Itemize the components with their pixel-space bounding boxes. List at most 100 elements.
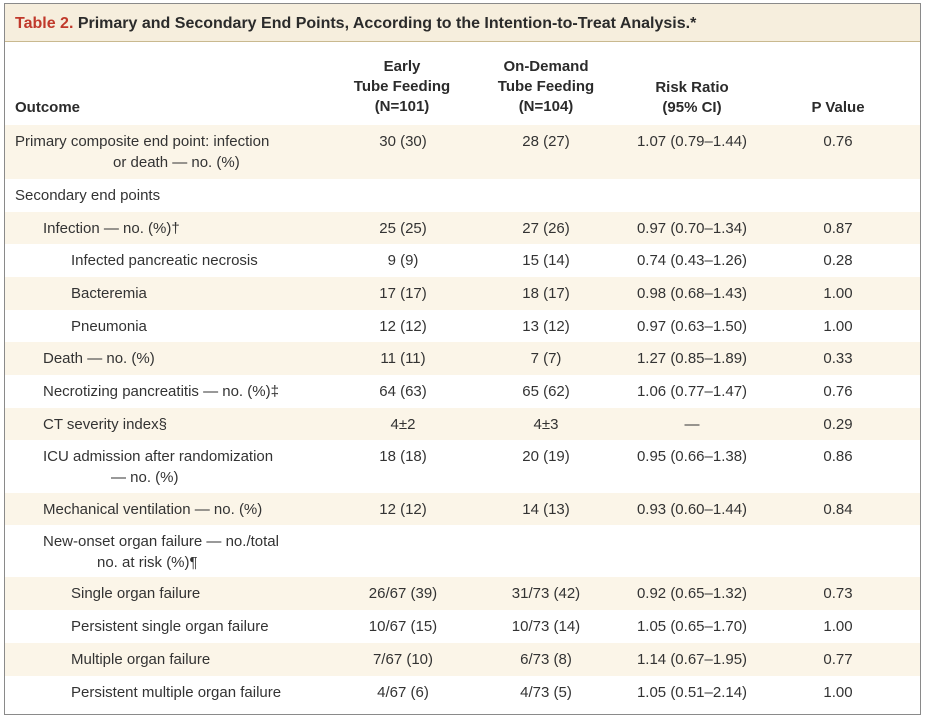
row-outcome: Pneumonia [71, 316, 147, 337]
cell-risk-ratio: 0.74 (0.43–1.26) [636, 252, 748, 269]
cell-early: 17 (17) [379, 285, 427, 302]
outcome-line: Infection — no. (%)† [43, 220, 180, 237]
row-outcome: New-onset organ failure — no./total no. a… [43, 531, 279, 573]
cell-p-value: 0.76 [823, 383, 853, 400]
cell-early: 9 (9) [387, 252, 419, 269]
cell-ondemand: 28 (27) [522, 133, 570, 150]
row-outcome: Mechanical ventilation — no. (%) [43, 499, 262, 520]
table-row: Single organ failure 26/67 (39) 31/73 (42)… [5, 577, 920, 610]
header-rr-line1: Risk Ratio [655, 79, 729, 96]
cell-p-value: 0.33 [823, 350, 853, 367]
cell-ondemand: 6/73 (8) [520, 651, 572, 668]
outcome-line: Infected pancreatic necrosis [71, 252, 258, 269]
header-ondemand-line2: Tube Feeding [497, 78, 595, 95]
cell-early: 4/67 (6) [377, 684, 429, 701]
row-outcome: Bacteremia [71, 283, 147, 304]
cell-ondemand: 13 (12) [522, 318, 570, 335]
cell-ondemand: 18 (17) [522, 285, 570, 302]
outcome-line: Bacteremia [71, 285, 147, 302]
outcome-line: Persistent multiple organ failure [71, 684, 282, 701]
outcome-line: ICU admission after randomization [43, 448, 274, 465]
table-row: Pneumonia 12 (12) 13 (12) 0.97 (0.63–1.50) 1… [5, 310, 920, 342]
outcome-line: Death — no. (%) [43, 350, 155, 367]
cell-p-value: 0.77 [823, 651, 853, 668]
cell-ondemand: 27 (26) [522, 220, 570, 237]
cell-ondemand: 15 (14) [522, 252, 570, 269]
cell-risk-ratio: 1.07 (0.79–1.44) [636, 133, 748, 150]
row-outcome: Secondary end points [15, 185, 345, 206]
cell-early: 25 (25) [379, 220, 427, 237]
header-rr-line2: (95% CI) [662, 99, 722, 116]
table-row: Primary composite end point: infection or… [5, 125, 920, 179]
outcome-line: Mechanical ventilation — no. (%) [43, 501, 263, 518]
outcome-line: New-onset organ failure — no./total [43, 533, 279, 550]
cell-early: 12 (12) [379, 318, 427, 335]
header-ondemand: On-Demand Tube Feeding (N=104) [481, 57, 611, 117]
header-ondemand-line3: (N=104) [518, 98, 574, 115]
cell-early: 30 (30) [379, 133, 427, 150]
cell-risk-ratio: 1.14 (0.67–1.95) [636, 651, 748, 668]
header-early-line2: Tube Feeding [353, 78, 451, 95]
cell-early: 12 (12) [379, 501, 427, 518]
cell-risk-ratio: 0.92 (0.65–1.32) [636, 585, 748, 602]
cell-p-value: 1.00 [823, 285, 853, 302]
cell-risk-ratio: 1.06 (0.77–1.47) [636, 383, 748, 400]
cell-risk-ratio: 1.05 (0.65–1.70) [636, 618, 748, 635]
outcome-line: CT severity index§ [43, 416, 167, 433]
cell-early: 11 (11) [380, 350, 426, 367]
cell-ondemand: 14 (13) [522, 501, 570, 518]
outcome-line: Primary composite end point: infection [15, 133, 270, 150]
table-row: Mechanical ventilation — no. (%) 12 (12) 1… [5, 493, 920, 525]
cell-early: 26/67 (39) [368, 585, 438, 602]
cell-risk-ratio: 0.95 (0.66–1.38) [636, 448, 748, 465]
cell-p-value: 0.28 [823, 252, 853, 269]
cell-risk-ratio: 0.97 (0.63–1.50) [636, 318, 748, 335]
header-early: Early Tube Feeding (N=101) [342, 57, 462, 117]
cell-p-value: 0.76 [823, 133, 853, 150]
row-outcome: Infected pancreatic necrosis [71, 250, 258, 271]
cell-p-value: 1.00 [823, 618, 853, 635]
outcome-line: Pneumonia [71, 318, 147, 335]
table-title: Primary and Secondary End Points, Accord… [73, 15, 697, 32]
table-row: CT severity index§ 4±2 4±3 — 0.29 [5, 408, 920, 440]
row-outcome: Necrotizing pancreatitis — no. (%)‡ [43, 381, 279, 402]
row-outcome: Single organ failure [71, 583, 200, 604]
table-title-bar: Table 2. Primary and Secondary End Point… [5, 4, 920, 42]
cell-risk-ratio: — [684, 416, 700, 433]
cell-early: 7/67 (10) [372, 651, 434, 668]
row-outcome: CT severity index§ [43, 414, 167, 435]
cell-ondemand: 20 (19) [522, 448, 570, 465]
table-row: Persistent multiple organ failure 4/67 (6… [5, 676, 920, 708]
header-ondemand-line1: On-Demand [503, 58, 589, 75]
cell-p-value: 0.73 [823, 585, 853, 602]
header-outcome: Outcome [15, 99, 81, 116]
row-outcome: Primary composite end point: infection or… [15, 131, 345, 173]
outcome-continuation: or death — no. (%) [113, 154, 240, 171]
table-row: Death — no. (%) 11 (11) 7 (7) 1.27 (0.85–1.… [5, 342, 920, 375]
table-row: Secondary end points [5, 179, 920, 212]
outcome-continuation: no. at risk (%)¶ [97, 554, 198, 571]
cell-risk-ratio: 0.98 (0.68–1.43) [636, 285, 748, 302]
outcome-continuation: — no. (%) [111, 469, 179, 486]
outcome-line: Necrotizing pancreatitis — no. (%)‡ [43, 383, 279, 400]
table-row: Multiple organ failure 7/67 (10) 6/73 (8) 1… [5, 643, 920, 676]
cell-p-value: 1.00 [823, 684, 853, 701]
row-outcome: ICU admission after randomization — no. (… [43, 446, 273, 488]
table-header: Outcome Early Tube Feeding (N=101) On-De… [5, 50, 920, 128]
row-outcome: Infection — no. (%)† [43, 218, 180, 239]
table-frame: Table 2. Primary and Secondary End Point… [4, 3, 921, 715]
cell-p-value: 1.00 [823, 318, 853, 335]
cell-ondemand: 7 (7) [530, 350, 562, 367]
cell-p-value: 0.87 [823, 220, 853, 237]
table-row: Infection — no. (%)† 25 (25) 27 (26) 0.97 (… [5, 212, 920, 244]
outcome-line: Persistent single organ failure [71, 618, 269, 635]
cell-p-value: 0.29 [823, 416, 853, 433]
row-outcome: Persistent single organ failure [71, 616, 269, 637]
row-outcome: Death — no. (%) [43, 348, 155, 369]
outcome-line: Single organ failure [71, 585, 201, 602]
cell-risk-ratio: 0.97 (0.70–1.34) [636, 220, 748, 237]
header-risk-ratio: Risk Ratio (95% CI) [617, 78, 767, 118]
table-label: Table 2. [15, 15, 74, 32]
cell-ondemand: 4/73 (5) [520, 684, 572, 701]
cell-ondemand: 4±3 [533, 416, 559, 433]
